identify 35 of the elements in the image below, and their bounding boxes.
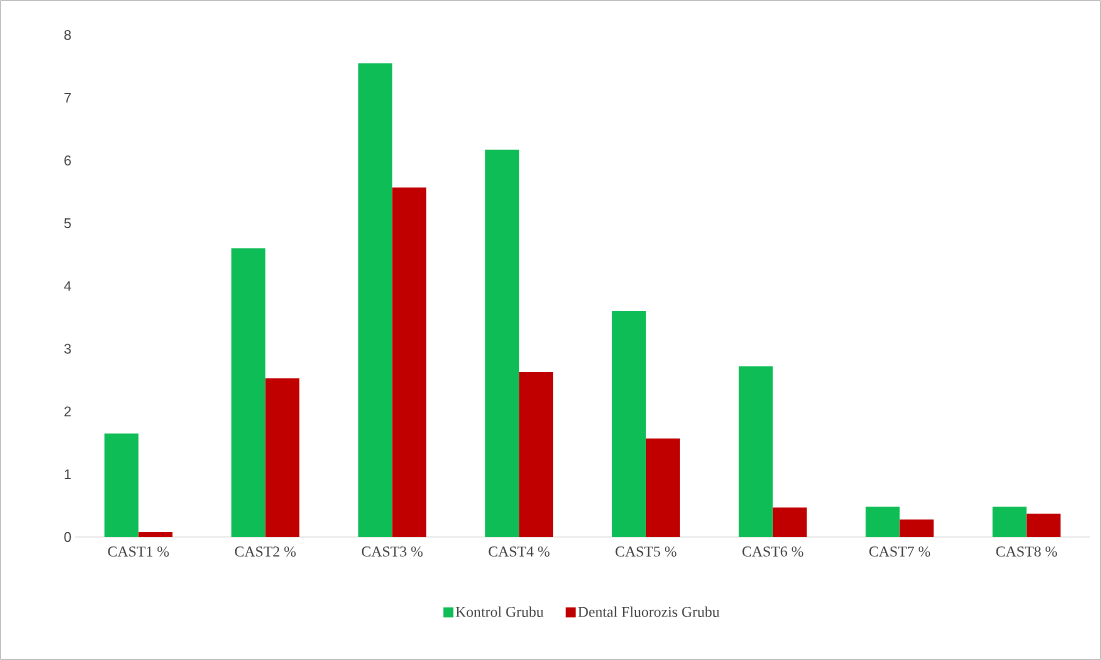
y-tick-label: 6 [64,155,71,166]
x-tick-label: CAST3 % [361,546,423,557]
x-tick-label: CAST4 % [488,546,550,557]
x-tick-label: CAST6 % [742,546,804,557]
y-tick-label: 2 [64,406,71,417]
y-tick-label: 7 [64,92,71,103]
bar [485,149,520,537]
y-tick-label: 0 [64,532,71,542]
x-tick-label: CAST1 % [108,546,169,557]
bar [865,506,900,537]
bar [104,433,139,537]
bar [138,531,173,537]
x-tick-label: CAST8 % [996,546,1057,557]
bar [772,507,807,537]
x-tick-label: CAST2 % [235,546,296,557]
legend-label: Dental Fluorozis Grubu [578,606,720,617]
bar [265,378,300,537]
bar [738,366,773,537]
bar [231,248,266,537]
bar [392,187,427,537]
legend-label: Kontrol Grubu [455,606,544,617]
bar [1026,513,1061,537]
bar [611,311,646,537]
y-tick-label: 4 [64,281,72,291]
bar [358,63,393,537]
y-tick-label: 1 [64,469,71,480]
bar [992,506,1027,537]
y-tick-label: 5 [64,218,71,229]
bar [899,519,934,537]
y-tick-label: 8 [64,30,71,40]
bar [519,371,554,537]
bar [645,438,680,537]
x-tick-label: CAST5 % [615,546,677,557]
y-tick-label: 3 [64,343,71,354]
x-tick-label: CAST7 % [869,546,931,557]
